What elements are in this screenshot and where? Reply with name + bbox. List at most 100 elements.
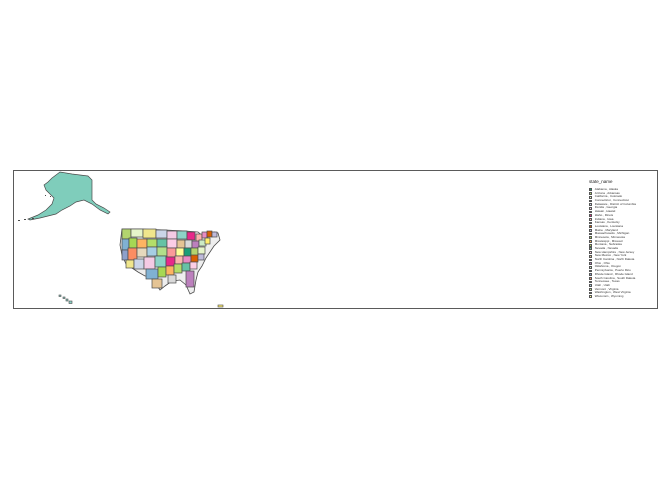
legend-item: Oklahoma , Oregon (589, 265, 636, 269)
state-shape (154, 255, 167, 268)
legend-swatch (589, 229, 592, 232)
legend-item: Hawaii , Hawaii (589, 209, 636, 214)
legend-swatch (589, 199, 592, 203)
legend-label: Idaho , Illinois (594, 212, 614, 217)
state-shape (181, 262, 191, 272)
state-shape (145, 268, 159, 280)
legend-item: Utah , Utah (589, 282, 636, 288)
legend-item: New Mexico , New York (589, 254, 636, 258)
legend-swatch (589, 276, 592, 280)
legend-item: New Hampshire , New Jersey (589, 250, 636, 255)
legend-label: Arizona , Arkansas (594, 190, 620, 195)
state-shape (176, 230, 188, 240)
legend-item: Wisconsin , Wyoming (589, 293, 636, 299)
state-shape (173, 263, 183, 274)
legend-swatch (589, 273, 592, 277)
legend-swatch (589, 188, 592, 192)
legend-swatch (589, 203, 592, 206)
legend-item: Kansas , Kentucky (589, 220, 636, 225)
legend-label: Connecticut , Connecticut (594, 198, 629, 203)
legend-swatch (589, 243, 592, 247)
state-shape (125, 259, 135, 269)
state-shape (165, 265, 175, 276)
state-shape (197, 253, 205, 261)
state-shape (143, 256, 156, 270)
legend-item: Florida , Georgia (589, 206, 636, 210)
legend-item: Massachusetts , Michigan (589, 232, 636, 236)
state-shape (186, 231, 196, 241)
legend-item: Maine , Maryland (589, 227, 636, 233)
legend-item: Washington , West Virginia (589, 291, 636, 295)
legend-item: Idaho , Illinois (589, 212, 636, 218)
state-shape (197, 246, 206, 255)
state-shape (155, 229, 168, 239)
legend-label: Massachusetts , Michigan (594, 231, 630, 236)
legend-item: South Carolina , South Dakota (589, 276, 636, 281)
state-shape (176, 239, 186, 249)
state-shape (184, 239, 193, 249)
legend-item: Delaware , District of Columbia (589, 202, 636, 207)
legend-title: state_name (589, 179, 613, 184)
state-shape (127, 247, 138, 261)
state-shape (175, 247, 185, 257)
legend-label: Utah , Utah (594, 282, 610, 287)
legend-swatch (589, 221, 592, 225)
state-shape (211, 231, 218, 238)
legend-swatch (589, 206, 592, 210)
state-shape (201, 231, 208, 239)
legend-item: Alabama , Alaska (589, 187, 636, 192)
legend-swatch (589, 247, 592, 251)
state-shape (130, 228, 144, 238)
legend-swatch (589, 192, 592, 195)
legend-swatch (589, 195, 592, 199)
legend-label: North Carolina , North Dakota (594, 257, 635, 262)
legend-label: Tennessee , Texas (594, 279, 620, 284)
state-shape (166, 238, 178, 249)
legend-item: California , Colorado (589, 195, 636, 199)
legend-label: Washington , West Virginia (594, 290, 631, 295)
legend-item: Rhode Island , Rhode Island (589, 271, 636, 277)
legend-label: Maine , Maryland (594, 227, 618, 232)
legend-swatch (589, 295, 592, 299)
state-shape (133, 258, 145, 270)
state-shape (146, 246, 158, 257)
legend: Alabama , Alaska Arizona , Arkansas Califo… (589, 187, 636, 299)
state-shape (136, 247, 148, 258)
legend-item: Pennsylvania , Puerto Rico (589, 268, 636, 273)
state-shape (189, 261, 198, 270)
legend-label: Oklahoma , Oregon (594, 264, 621, 269)
alaska-shape (27, 171, 111, 221)
hawaii-shape (58, 294, 73, 304)
legend-label: Louisiana , Louisiana (594, 223, 623, 228)
legend-swatch (589, 262, 592, 265)
state-shape (121, 249, 129, 261)
legend-swatch (589, 265, 592, 269)
legend-item: Mississippi , Missouri (589, 238, 636, 244)
legend-item: Nevada , Nevada (589, 246, 636, 251)
legend-label: Wisconsin , Wyoming (594, 293, 624, 298)
legend-label: Minnesota , Minnesota (594, 234, 625, 239)
legend-item: Minnesota , Minnesota (589, 234, 636, 240)
legend-label: Hawaii , Hawaii (594, 209, 616, 214)
state-shape (156, 238, 168, 248)
legend-swatch (589, 225, 592, 229)
legend-swatch (589, 217, 592, 221)
legend-swatch (589, 269, 592, 273)
legend-swatch (589, 288, 592, 291)
legend-item: Montana , Nebraska (589, 243, 636, 247)
state-shape (206, 230, 213, 238)
state-shape (165, 256, 176, 267)
state-shape (151, 278, 163, 289)
state-shape (157, 266, 167, 278)
state-shape (121, 228, 132, 240)
legend-label: Mississippi , Missouri (594, 238, 623, 243)
legend-swatch (589, 240, 592, 243)
legend-label: California , Colorado (594, 194, 623, 199)
legend-label: Alabama , Alaska (594, 187, 618, 191)
state-shape (142, 228, 157, 239)
legend-label: Rhode Island , Rhode Island (594, 271, 633, 276)
legend-swatch (589, 214, 592, 218)
legend-item: Tennessee , Texas (589, 279, 636, 284)
legend-item: Arizona , Arkansas (589, 190, 636, 196)
legend-label: Florida , Georgia (594, 205, 618, 210)
